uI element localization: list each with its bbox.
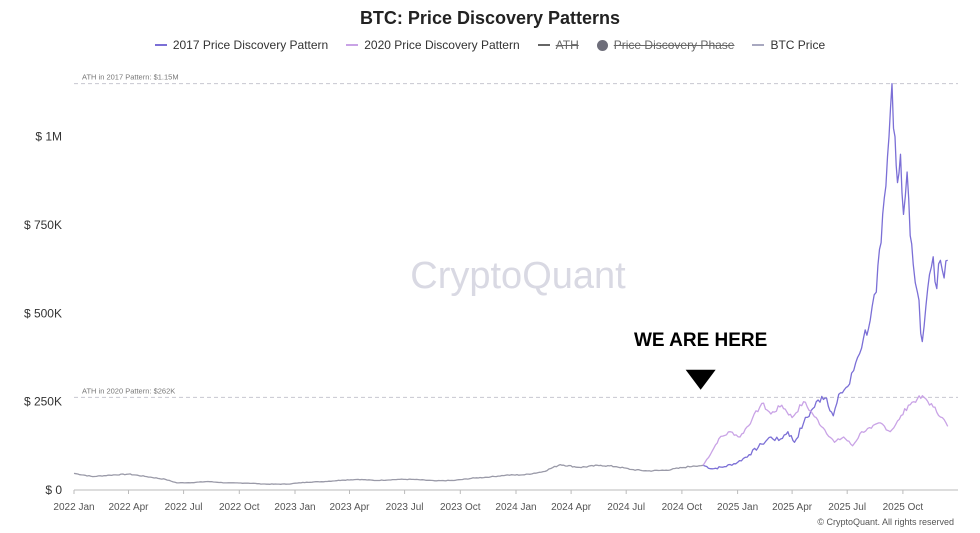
y-tick-label: $ 0 bbox=[45, 483, 62, 497]
legend-item-price-discovery-phase[interactable]: Price Discovery Phase bbox=[596, 38, 735, 52]
x-tick-label: 2022 Jan bbox=[53, 502, 94, 513]
legend-line-icon bbox=[537, 44, 550, 46]
x-tick-label: 2024 Apr bbox=[551, 502, 592, 513]
annotation-label: WE ARE HERE bbox=[634, 330, 767, 351]
series-line-2017-price-discovery-pattern bbox=[702, 83, 948, 470]
series-line-btc-price bbox=[73, 463, 704, 485]
y-tick-label: $ 250K bbox=[24, 395, 62, 409]
legend-item-2020-price-discovery-pattern[interactable]: 2020 Price Discovery Pattern bbox=[346, 38, 520, 52]
legend-label: 2020 Price Discovery Pattern bbox=[364, 38, 520, 52]
legend-label: Price Discovery Phase bbox=[613, 38, 735, 52]
chart-legend: 2017 Price Discovery Pattern 2020 Price D… bbox=[0, 38, 980, 52]
chart-title: BTC: Price Discovery Patterns bbox=[359, 8, 621, 28]
x-tick-label: 2023 Jul bbox=[386, 502, 424, 513]
x-tick-label: 2022 Jul bbox=[165, 502, 203, 513]
legend-label: BTC Price bbox=[770, 38, 826, 52]
legend-dot-icon bbox=[596, 39, 608, 51]
watermark-text: CryptoQuant bbox=[410, 255, 626, 297]
x-tick-label: 2025 Oct bbox=[883, 502, 924, 513]
x-tick-label: 2025 Jul bbox=[828, 502, 866, 513]
x-tick-label: 2022 Apr bbox=[108, 502, 149, 513]
x-tick-label: 2025 Jan bbox=[717, 502, 758, 513]
ath-reference-label: ATH in 2017 Pattern: $1.15M bbox=[82, 73, 179, 82]
x-tick-label: 2025 Apr bbox=[772, 502, 813, 513]
x-tick-label: 2022 Oct bbox=[219, 502, 260, 513]
ath-reference-label: ATH in 2020 Pattern: $262K bbox=[82, 386, 175, 395]
x-tick-label: 2023 Oct bbox=[440, 502, 481, 513]
legend-label: 2017 Price Discovery Pattern bbox=[172, 38, 329, 52]
legend-line-icon bbox=[154, 44, 167, 46]
x-tick-label: 2023 Jan bbox=[274, 502, 315, 513]
x-tick-label: 2024 Jul bbox=[607, 502, 645, 513]
legend-item-2017-price-discovery-pattern[interactable]: 2017 Price Discovery Pattern bbox=[154, 38, 329, 52]
annotation-arrow-icon bbox=[685, 369, 716, 390]
copyright-text: © CryptoQuant. All rights reserved bbox=[817, 517, 954, 527]
y-tick-label: $ 500K bbox=[24, 306, 62, 320]
legend-line-icon bbox=[752, 44, 765, 46]
x-tick-label: 2024 Oct bbox=[662, 502, 703, 513]
legend-line-icon bbox=[346, 44, 359, 46]
y-tick-label: $ 1M bbox=[35, 130, 62, 144]
x-tick-label: 2023 Apr bbox=[329, 502, 370, 513]
series-line-2020-price-discovery-pattern bbox=[702, 395, 949, 466]
y-tick-label: $ 750K bbox=[24, 218, 62, 232]
legend-item-btc-price[interactable]: BTC Price bbox=[752, 38, 825, 52]
x-tick-label: 2024 Jan bbox=[495, 502, 536, 513]
legend-item-ath[interactable]: ATH bbox=[537, 38, 579, 52]
legend-label: ATH bbox=[555, 38, 579, 52]
